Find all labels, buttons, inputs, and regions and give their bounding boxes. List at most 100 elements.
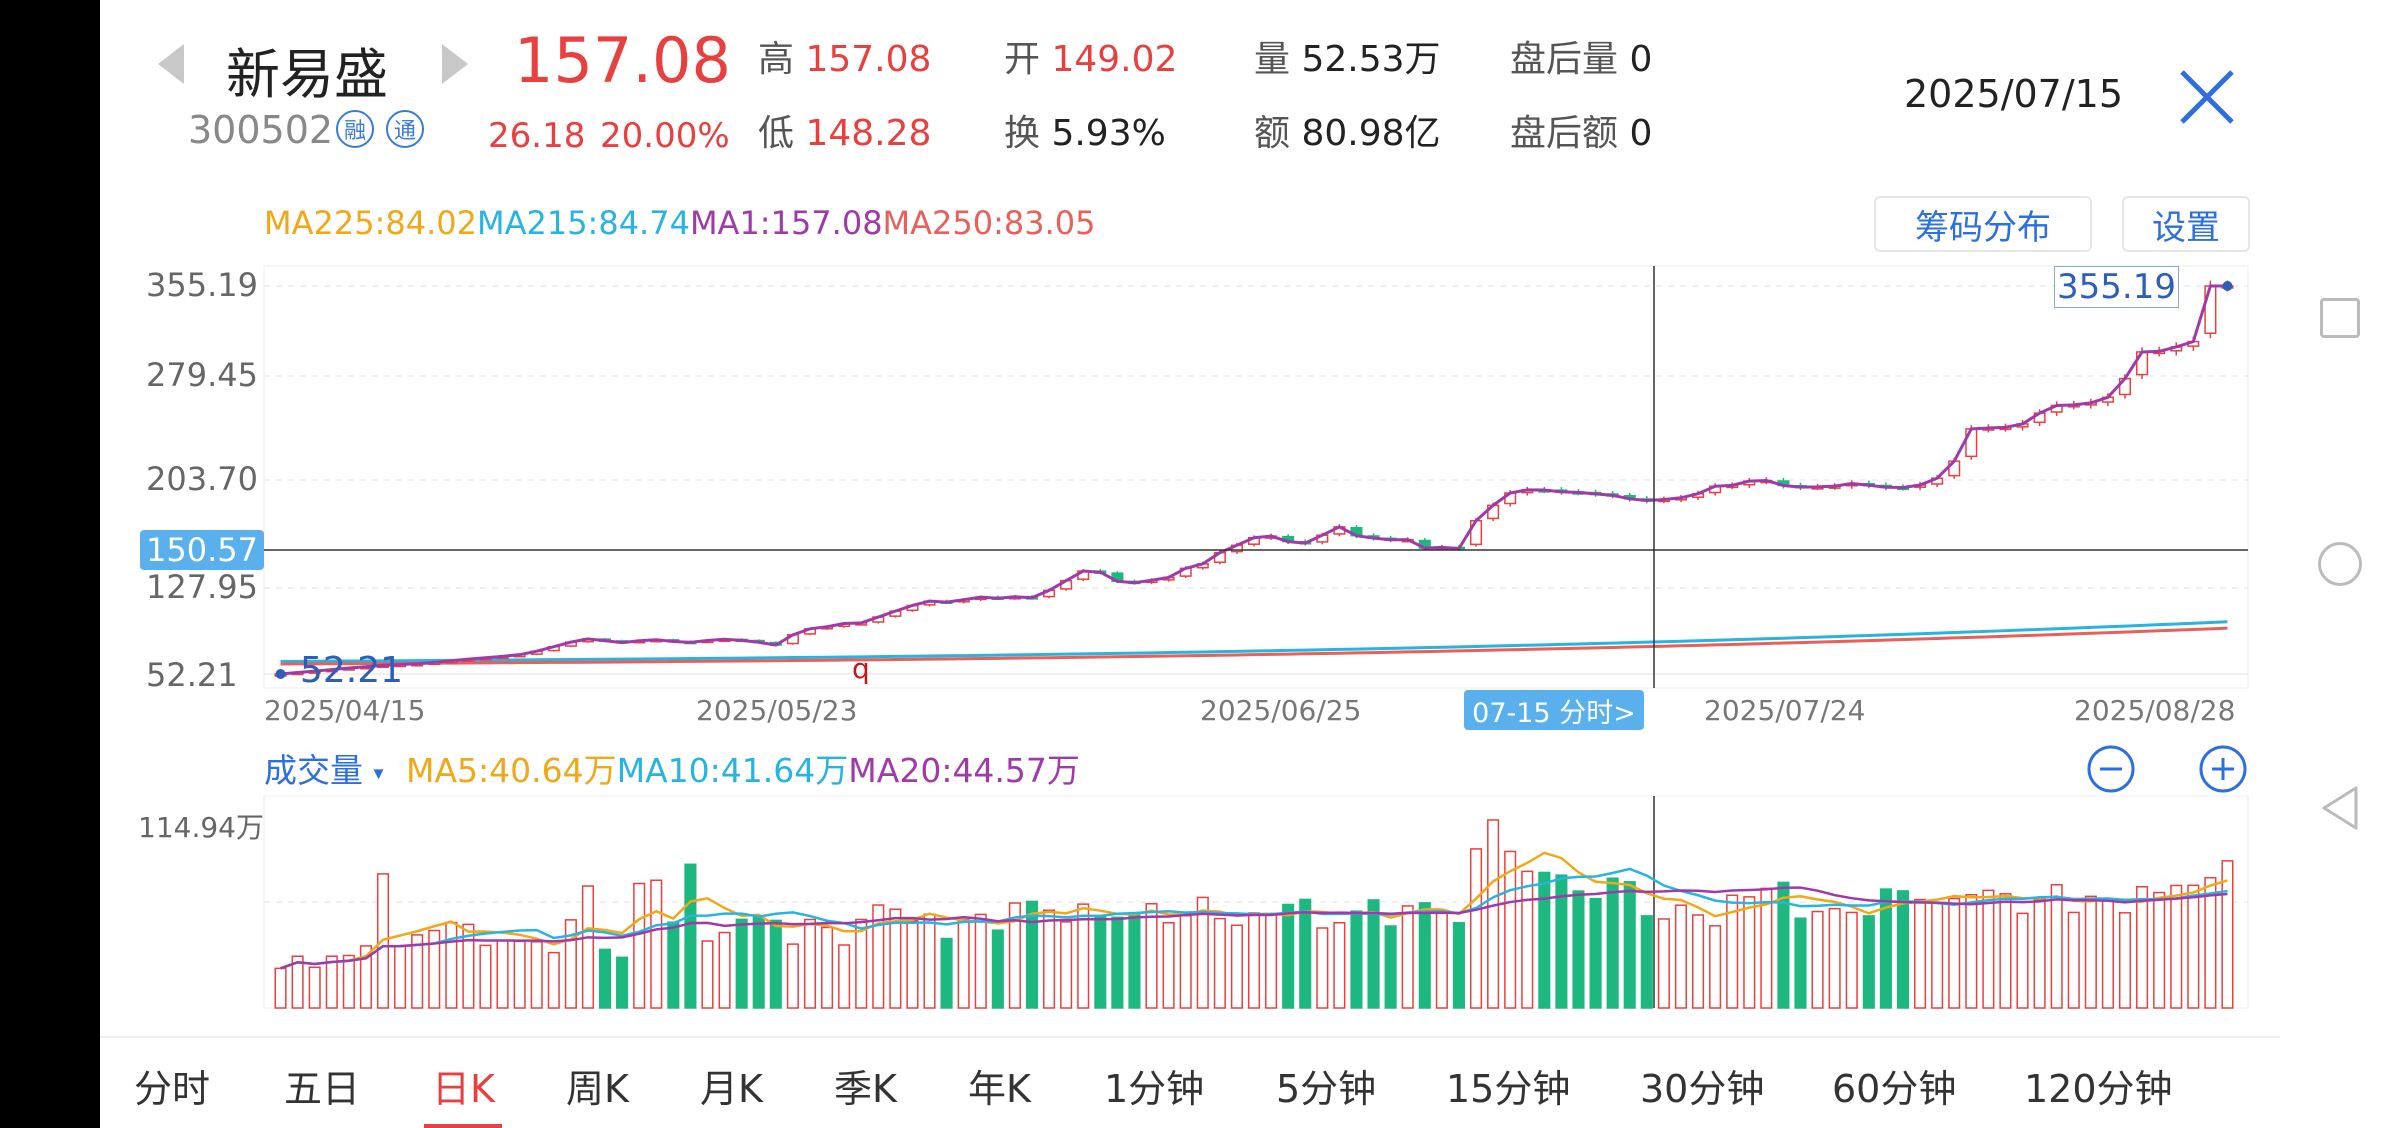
- quote-value: 157.08: [794, 39, 932, 80]
- volume-bar: [274, 967, 287, 1009]
- volume-bar: [496, 939, 509, 1009]
- quote-item: 额 80.98亿: [1254, 104, 1441, 156]
- tab-10[interactable]: 30分钟: [1640, 1067, 1765, 1111]
- volume-bar: [1316, 927, 1329, 1009]
- volume-ma-item: MA20:44.57万: [848, 751, 1080, 790]
- back-button[interactable]: [2314, 782, 2366, 834]
- volume-bar: [1043, 909, 1056, 1009]
- price-panel-frame: [263, 265, 2249, 689]
- volume-bar: [820, 926, 834, 1009]
- tab-1[interactable]: 五日: [284, 1067, 361, 1111]
- volume-bar: [923, 913, 936, 1009]
- volume-ma-item: MA10:41.64万: [616, 751, 849, 790]
- volume-bar: [1452, 922, 1465, 1009]
- zoom-in-icon[interactable]: [2198, 744, 2248, 794]
- volume-bar: [1931, 901, 1944, 1009]
- volume-bar: [1145, 903, 1158, 1009]
- volume-bar: [1179, 914, 1192, 1009]
- volume-bar: [2016, 912, 2029, 1009]
- tab-7[interactable]: 1分钟: [1104, 1067, 1205, 1111]
- candlestick-chart[interactable]: [100, 0, 2280, 1036]
- volume-bar: [1572, 890, 1585, 1009]
- quote-value: 149.02: [1040, 39, 1178, 80]
- zoom-out-icon[interactable]: [2086, 744, 2136, 794]
- crosshair-date-tag[interactable]: 07-15 分时>: [1464, 690, 1644, 730]
- volume-bar: [701, 940, 714, 1009]
- crosshair-price-tag: 150.57: [140, 530, 264, 570]
- volume-bar: [1230, 924, 1243, 1009]
- low-marker: 52.21: [300, 650, 404, 691]
- volume-bar: [308, 966, 321, 1009]
- tab-12[interactable]: 120分钟: [2024, 1067, 2173, 1111]
- tab-11[interactable]: 60分钟: [1832, 1067, 1957, 1111]
- home-button[interactable]: [2314, 538, 2366, 590]
- tab-6[interactable]: 年K: [968, 1067, 1031, 1111]
- volume-bar: [838, 944, 851, 1009]
- volume-bar: [462, 923, 475, 1009]
- volume-bar: [2033, 899, 2046, 1009]
- volume-bar: [394, 945, 407, 1009]
- volume-bar: [1862, 915, 1875, 1009]
- ma215-line: [280, 620, 2228, 663]
- volume-bar: [1384, 925, 1397, 1009]
- volume-bar: [359, 945, 372, 1009]
- quote-label: 量: [1254, 39, 1291, 80]
- price-axis-label: 127.95: [146, 568, 258, 606]
- volume-bar: [1879, 888, 1892, 1009]
- tab-2[interactable]: 日K: [432, 1067, 495, 1111]
- volume-bar: [1282, 903, 1295, 1009]
- volume-bar: [1162, 922, 1175, 1009]
- volume-bar: [855, 918, 868, 1009]
- volume-bar: [1709, 925, 1722, 1009]
- volume-bar: [1726, 894, 1739, 1009]
- quote-label: 低: [758, 113, 795, 154]
- tab-9[interactable]: 15分钟: [1446, 1067, 1571, 1111]
- volume-bar: [581, 885, 594, 1009]
- volume-indicator-select[interactable]: 成交量 ▾: [264, 744, 384, 792]
- volume-bar: [547, 951, 560, 1009]
- prev-stock-arrow-icon[interactable]: [158, 44, 184, 84]
- volume-bar: [1265, 913, 1278, 1009]
- volume-bar: [1487, 819, 1500, 1009]
- volume-bar: [1811, 910, 1824, 1009]
- next-stock-arrow-icon[interactable]: [442, 44, 468, 84]
- volume-bar: [1777, 881, 1790, 1009]
- volume-bar: [428, 929, 441, 1009]
- volume-bar: [2118, 912, 2132, 1009]
- close-icon[interactable]: [2176, 66, 2238, 128]
- tab-0[interactable]: 分时: [134, 1067, 211, 1111]
- tab-4[interactable]: 月K: [700, 1067, 763, 1111]
- volume-ma20-line: [280, 886, 2228, 970]
- volume-bar: [1999, 893, 2012, 1009]
- tab-8[interactable]: 5分钟: [1276, 1067, 1377, 1111]
- settings-button[interactable]: 设置: [2122, 196, 2250, 252]
- stock-code: 300502: [188, 108, 334, 152]
- volume-bar: [1606, 877, 1619, 1009]
- volume-bar: [1299, 898, 1312, 1009]
- volume-bar: [1435, 912, 1448, 1009]
- ma-legend-item: MA1:157.08: [689, 204, 883, 242]
- volume-bar: [530, 941, 543, 1009]
- chip-distribution-button[interactable]: 筹码分布: [1874, 196, 2092, 252]
- volume-bar: [1623, 881, 1636, 1009]
- volume-bar: [2084, 895, 2097, 1009]
- ma250-line: [280, 626, 2228, 666]
- quote-item: 开 149.02: [1004, 30, 1177, 82]
- x-label-5: 2025/08/28: [2074, 694, 2236, 727]
- quote-label: 额: [1254, 113, 1291, 154]
- volume-bar: [889, 908, 902, 1009]
- tab-5[interactable]: 季K: [834, 1067, 897, 1111]
- volume-bar: [684, 863, 697, 1009]
- volume-bar: [667, 921, 680, 1009]
- volume-bar: [445, 921, 458, 1009]
- price-axis-label: 355.19: [146, 266, 258, 304]
- tab-3[interactable]: 周K: [566, 1067, 629, 1111]
- volume-bar: [1845, 911, 1858, 1009]
- recent-apps-button[interactable]: [2314, 292, 2366, 344]
- quote-label: 盘后额: [1510, 113, 1619, 154]
- volume-bar: [1025, 900, 1039, 1009]
- volume-bar: [1350, 910, 1363, 1009]
- quote-item: 量 52.53万: [1254, 30, 1441, 82]
- volume-bar: [1094, 914, 1107, 1009]
- volume-bar: [991, 929, 1004, 1009]
